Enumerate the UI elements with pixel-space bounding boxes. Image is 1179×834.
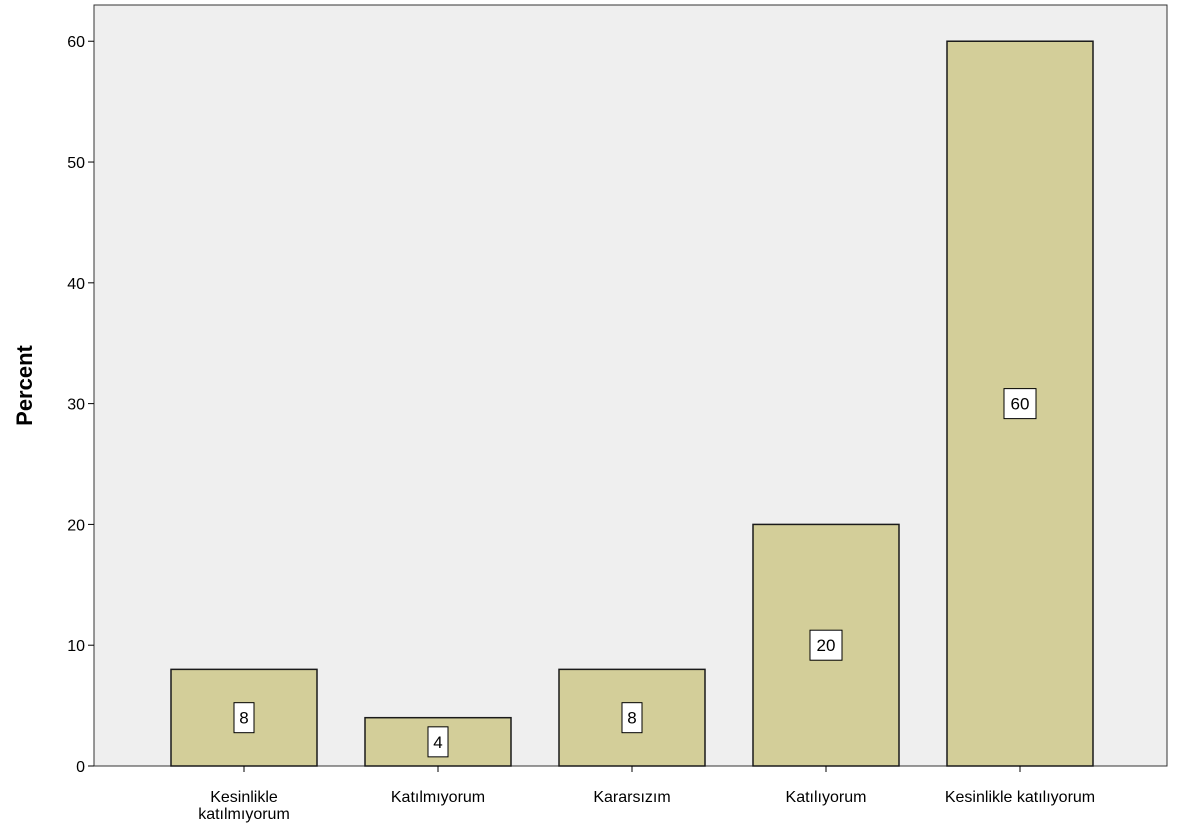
data-label: 8 <box>239 709 248 728</box>
y-axis: 0 10 20 30 40 50 60 <box>67 34 94 776</box>
data-label-box <box>621 702 643 734</box>
data-labels: 8 4 8 20 60 <box>233 388 1037 758</box>
x-tick-label: Kararsızım <box>593 789 670 806</box>
y-tick-label: 10 <box>67 638 85 655</box>
y-tick-label: 0 <box>76 759 85 776</box>
y-tick-label: 20 <box>67 517 85 534</box>
data-label-box <box>427 726 449 758</box>
x-tick-label: Kesinlikle katılıyorum <box>945 789 1095 806</box>
data-label-box <box>233 702 255 734</box>
x-tick-label: Katılmıyorum <box>391 789 485 806</box>
data-label: 20 <box>817 636 836 655</box>
y-tick-label: 40 <box>67 276 85 293</box>
x-axis: Kesinlikle katılmıyorum Katılmıyorum Karars… <box>198 766 1095 823</box>
data-label: 8 <box>627 709 636 728</box>
y-tick-label: 60 <box>67 34 85 51</box>
data-label: 4 <box>433 733 442 752</box>
data-label: 60 <box>1011 395 1030 414</box>
y-tick-label: 50 <box>67 155 85 172</box>
y-tick-label: 30 <box>67 397 85 414</box>
x-tick-label: Katılıyorum <box>786 789 867 806</box>
y-axis-label: Percent <box>12 344 37 425</box>
data-label-box <box>809 629 843 661</box>
data-label-box <box>1003 388 1037 420</box>
x-tick-label: Kesinlikle katılmıyorum <box>198 789 290 823</box>
